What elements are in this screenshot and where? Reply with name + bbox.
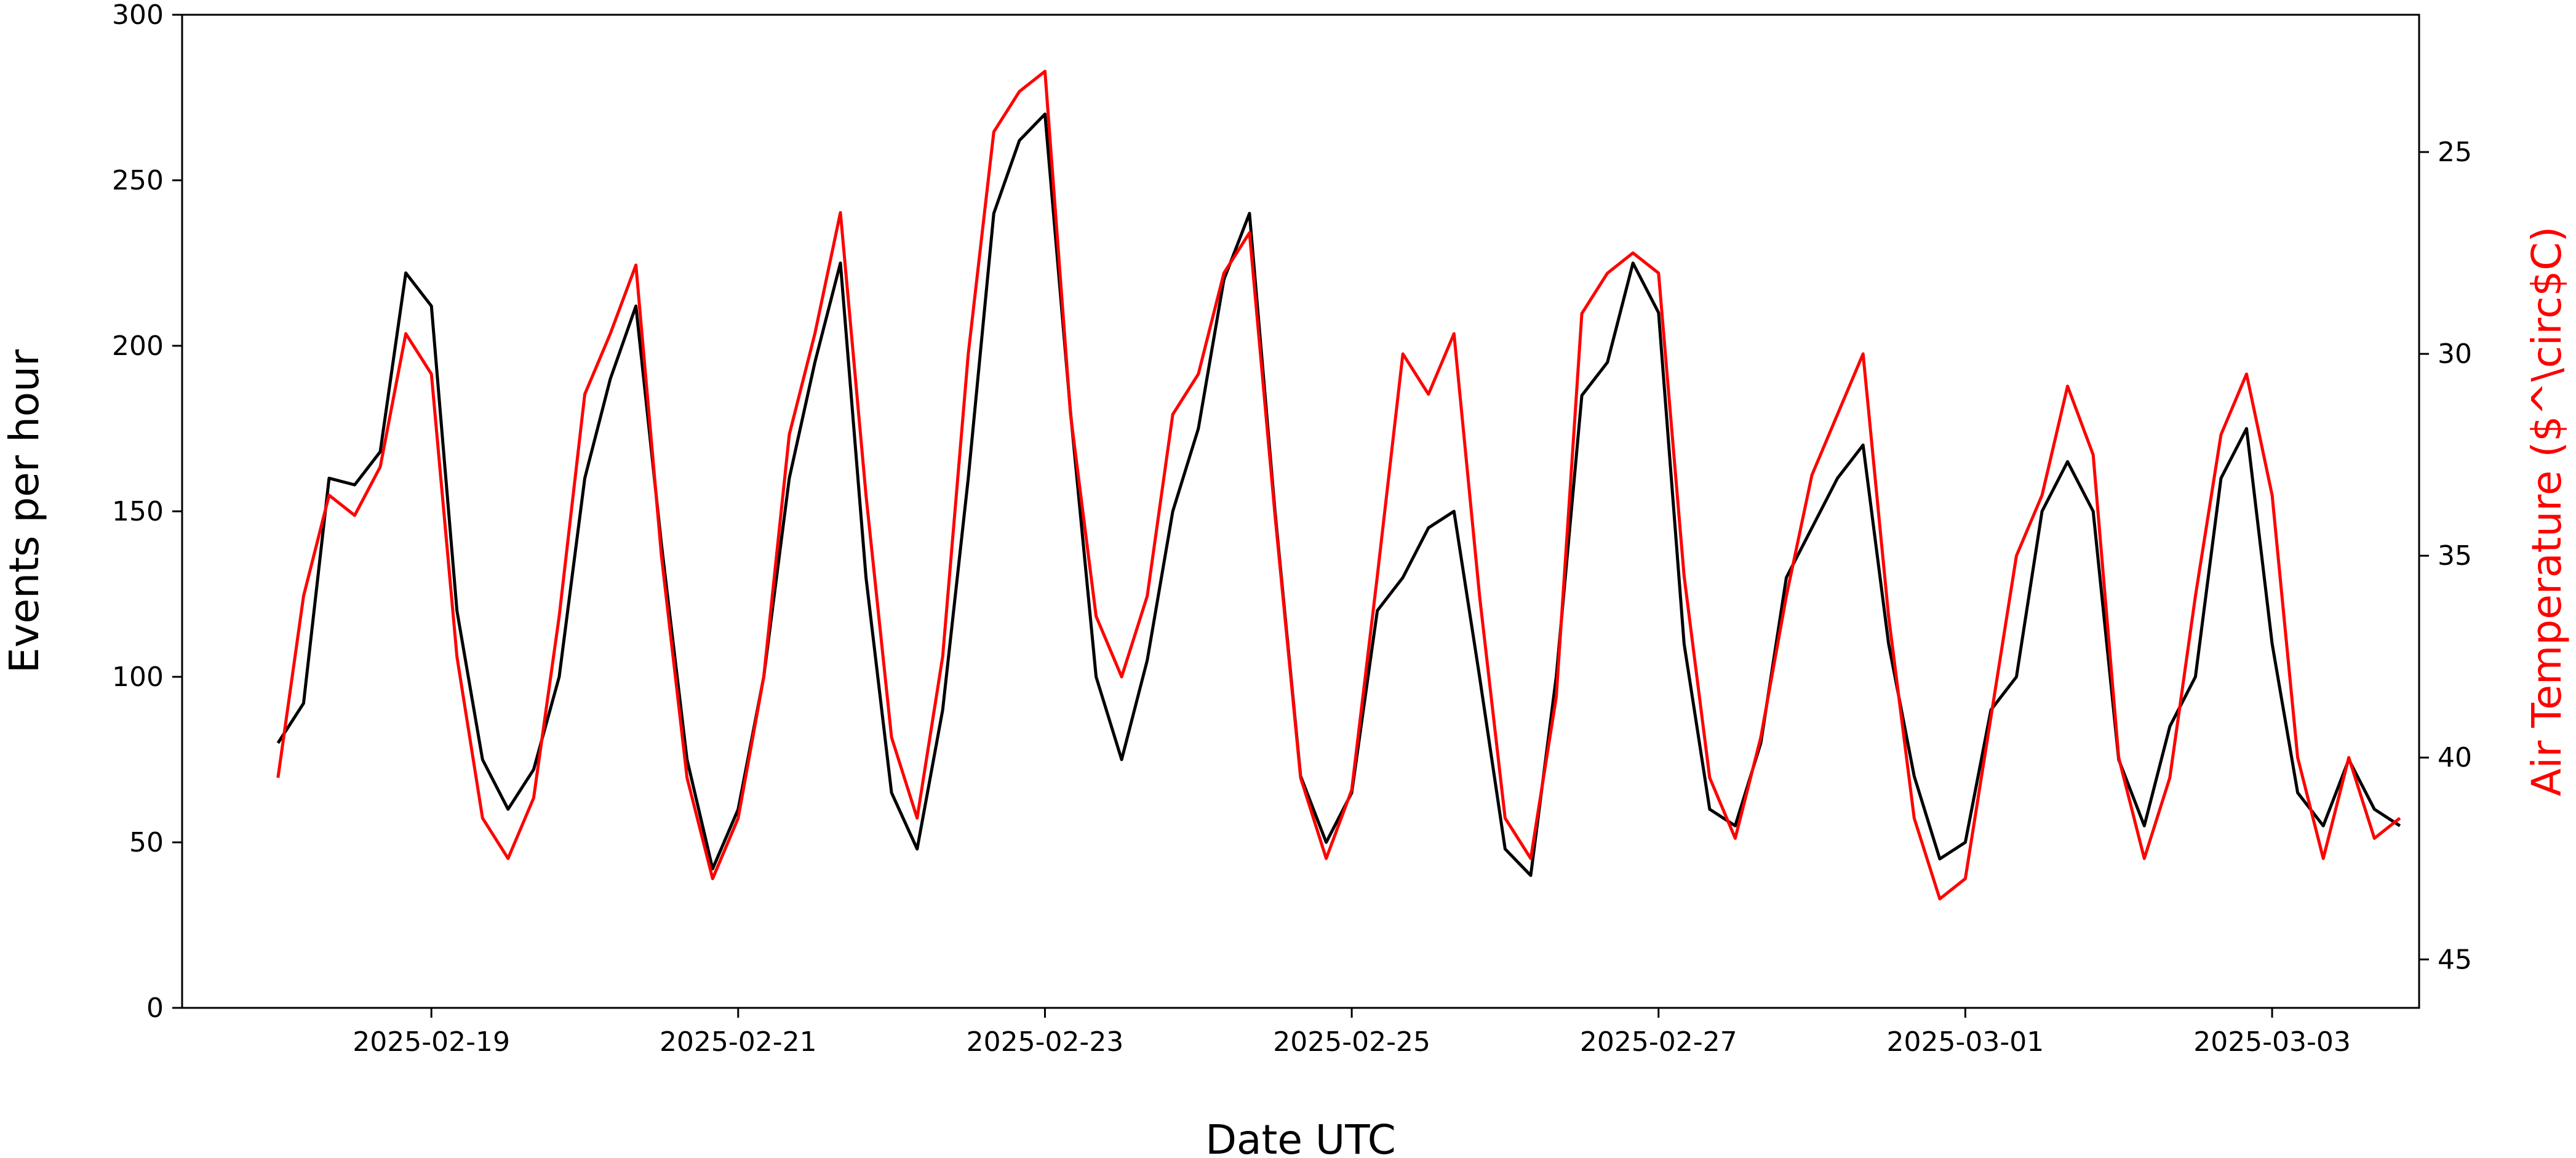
y-tick-label: 250 [112,165,164,196]
y-tick-label: 150 [112,496,164,527]
x-tick-label: 2025-02-25 [1273,1026,1430,1058]
x-tick-label: 2025-02-19 [353,1026,510,1058]
x-tick-label: 2025-03-03 [2193,1026,2351,1058]
x-tick-label: 2025-03-01 [1887,1026,2044,1058]
x-tick-label: 2025-02-27 [1580,1026,1737,1058]
y-tick-label: 50 [129,827,164,858]
series-line-temperature [276,70,2401,901]
x-axis: 2025-02-19 2025-02-21 2025-02-23 2025-02-25… [353,1008,2351,1058]
series-line-events [276,112,2401,877]
plot-frame [181,14,2420,1009]
y2-tick-label: 35 [2438,540,2472,572]
y-tick-label: 200 [112,330,164,362]
series-layer [276,70,2401,901]
x-tick-label: 2025-02-23 [967,1026,1124,1058]
x-axis-title: Date UTC [1205,1116,1396,1158]
y2-tick-label: 45 [2438,944,2472,975]
y-tick-label: 0 [146,992,164,1024]
y-axis-left: 0 50 100 150 200 250 300 [112,0,182,1024]
y2-tick-label: 40 [2438,742,2472,773]
y2-tick-label: 30 [2438,338,2472,370]
y-axis-right: 25 30 35 40 45 [2419,137,2472,975]
y2-tick-label: 25 [2438,137,2472,168]
y-tick-label: 300 [112,0,164,31]
y2-axis-title: Air Temperature ($^\circ$C) [2523,226,2570,796]
plot-border [181,14,2420,1009]
x-tick-label: 2025-02-21 [660,1026,817,1058]
y-tick-label: 100 [112,661,164,693]
y-axis-title: Events per hour [1,349,48,673]
